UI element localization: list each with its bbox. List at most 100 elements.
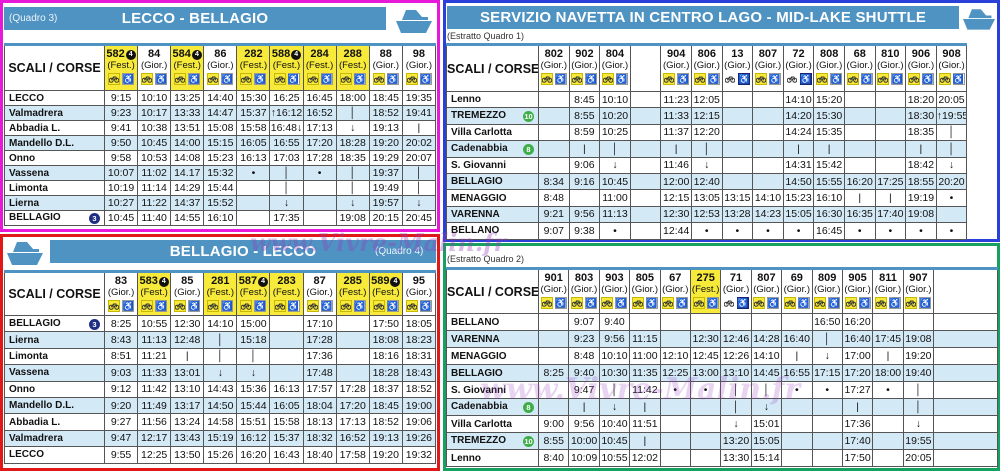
run-number: 807 [754, 48, 783, 60]
extract-label: (Estratto Quadro 1) [447, 31, 525, 41]
wheelchair-icon: ♿ [615, 297, 628, 309]
departure-time [537, 313, 570, 331]
departure-time: 11:33 [137, 364, 172, 382]
station-name: S. Giovanni [446, 381, 539, 399]
bicycle-icon [938, 73, 951, 85]
bellagio-lecco-panel: BELLAGIO - LECCO (Quadro 4) SCALI / CORS… [0, 234, 440, 471]
bicycle-icon [540, 297, 553, 309]
table-row: Cadenabbia 8 | ↓ | │ ↓ | │ [446, 398, 999, 416]
run-number: 83 [106, 275, 137, 287]
departure-time: ↓ [598, 398, 631, 416]
departure-time [629, 189, 662, 207]
run-header-901: 901 (Gior.) ♿ [537, 268, 570, 314]
run-number-text: 71 [729, 272, 743, 284]
station-label: Mandello D.L. [9, 137, 74, 149]
wheelchair-icon: ♿ [737, 297, 750, 309]
departure-time: 9:40 [598, 313, 631, 331]
service-icons: ♿ [539, 73, 568, 85]
run-number: 903 [600, 272, 628, 284]
run-number-text: 72 [792, 48, 805, 60]
wheelchair-icon: ♿ [122, 300, 135, 312]
departure-time: • [302, 165, 337, 181]
departure-time: │ [236, 347, 271, 366]
departure-time [781, 313, 813, 331]
service-icons: ♿ [106, 73, 137, 85]
run-type: (Gior.) [874, 284, 902, 295]
run-type: (Gior.) [140, 60, 168, 71]
service-icons: ♿ [722, 297, 750, 309]
departure-time: 11:46 [660, 156, 692, 174]
run-number-text: 587 [238, 275, 258, 287]
departure-time: 11:21 [137, 347, 172, 366]
departure-time: 16:40 [781, 330, 813, 348]
departure-time: 13:30 [720, 449, 752, 467]
table-row: TREMEZZO 10 8:55 10:20 11:33 12:15 14:20 15:30 1… [446, 107, 968, 125]
run-number-text: 87 [313, 275, 326, 287]
station-label: Mandello D.L. [9, 400, 74, 412]
station-label: LECCO [9, 449, 44, 461]
service-icons: ♿ [600, 297, 628, 309]
departure-time: 9:56 [598, 330, 631, 348]
departure-time: 12:46 [720, 330, 752, 348]
departure-time: 15:35 [813, 123, 845, 142]
bicycle-icon [339, 73, 352, 85]
departure-time: 17:40 [874, 205, 907, 224]
departure-time [537, 381, 570, 399]
run-header-903: 903 (Gior.) ♿ [598, 268, 631, 314]
departure-time: 15:26 [203, 446, 238, 464]
run-number-text: 88 [379, 48, 392, 60]
departure-time: │ [401, 165, 436, 181]
departure-time: 12:30 [170, 314, 205, 333]
departure-time: 15:05 [782, 205, 815, 224]
run-number: 95 [403, 275, 434, 287]
run-header-69: 69 (Gior.) ♿ [781, 268, 813, 314]
run-type: (Fest.) [107, 60, 135, 71]
run-type: (Gior.) [846, 60, 873, 71]
bicycle-icon [240, 73, 253, 85]
departure-time [874, 107, 907, 125]
departure-time: ↓ [720, 415, 752, 433]
wheelchair-icon: ♿ [353, 73, 366, 85]
departure-time: 17:40 [841, 432, 874, 450]
departure-time: 10:09 [568, 449, 600, 467]
station-label: Villa Carlotta [451, 126, 512, 138]
run-type: (Gior.) [783, 284, 811, 295]
run-number: 810 [876, 48, 905, 60]
departure-time: 12:25 [137, 446, 172, 464]
service-icons: ♿ [570, 73, 599, 85]
service-icons: ♿ [403, 73, 434, 85]
run-type: (Fest.) [338, 287, 367, 298]
departure-time: 11:02 [137, 165, 172, 181]
table-title: LECCO - BELLAGIO [121, 10, 269, 27]
departure-time: | [568, 140, 601, 158]
departure-time: 12:25 [659, 364, 691, 382]
departure-time: 18:35 [335, 150, 370, 166]
station-label: Lierna [9, 197, 40, 209]
departure-time: 8:48 [568, 347, 600, 365]
run-number: 902 [570, 48, 599, 60]
departure-time: 15:37 [269, 429, 304, 448]
departure-time: 10:30 [598, 364, 631, 382]
table-row: Villa Carlotta 9:00 9:56 10:40 11:51 ↓ 15:01 17… [446, 415, 999, 433]
run-type: (Fest.) [691, 284, 720, 295]
wheelchair-icon: ♿ [122, 73, 135, 85]
station-label: MENAGGIO [451, 350, 507, 362]
station-name: Lierna [4, 331, 105, 349]
departure-time: 8:25 [537, 364, 570, 382]
run-number-text: 86 [214, 48, 227, 60]
run-type: (Fest.) [173, 60, 201, 71]
departure-time: ↓ [811, 347, 843, 365]
table-row: BELLAGIO 8:34 9:16 10:45 12:00 12:40 14:50 15:5… [446, 172, 968, 191]
run-number-text: 808 [819, 48, 839, 60]
service-icons: ♿ [723, 73, 752, 85]
departure-time: | [874, 189, 907, 207]
run-number-text: 84 [148, 48, 161, 60]
table-row: Valmadrera 9:47 12:17 13:43 15:19 16:12 15:37 1… [4, 429, 436, 448]
wheelchair-icon: ♿ [768, 73, 781, 85]
departure-time: 9:07 [568, 313, 600, 331]
wheelchair-icon: ♿ [155, 300, 168, 312]
departure-time: 18:23 [401, 331, 436, 349]
station-name: TREMEZZO 10 [446, 107, 539, 125]
run-number: 907 [904, 272, 932, 284]
run-number-text: 582 [106, 48, 125, 60]
